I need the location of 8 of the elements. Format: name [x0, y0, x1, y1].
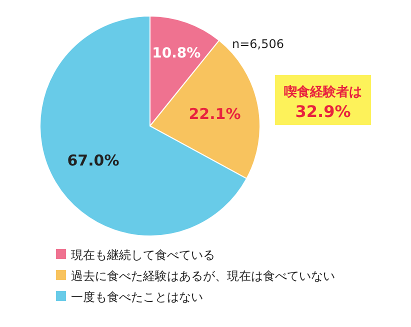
- data-label: 67.0%: [67, 152, 120, 170]
- data-label: 10.8%: [152, 45, 201, 62]
- text: n=6,506: [232, 37, 284, 51]
- legend-label: 一度も食べたことはない: [71, 290, 203, 304]
- text: 喫食経験者は 32.9%: [284, 85, 362, 121]
- legend-label: 現在も継続して食べている: [71, 248, 215, 262]
- legend-label: 過去に食べた経験はあるが、現在は食べていない: [71, 269, 335, 283]
- data-label: 22.1%: [188, 105, 241, 124]
